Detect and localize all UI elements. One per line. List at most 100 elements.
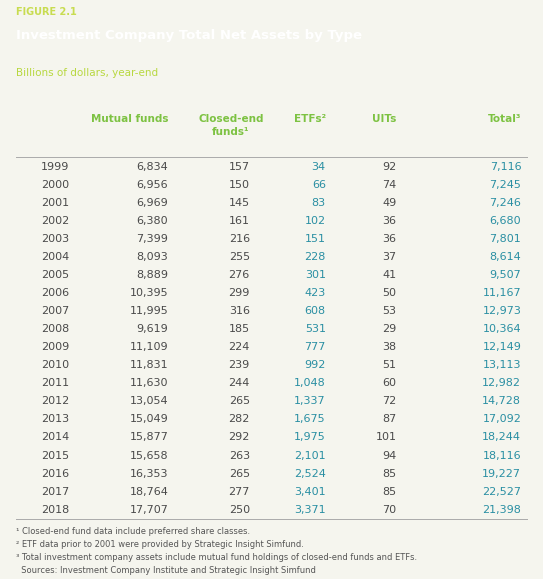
Text: 19,227: 19,227 — [482, 468, 521, 479]
Text: 18,244: 18,244 — [482, 433, 521, 442]
Text: 9,619: 9,619 — [137, 324, 168, 334]
Text: 228: 228 — [305, 252, 326, 262]
Text: 51: 51 — [382, 360, 396, 370]
Text: 157: 157 — [229, 162, 250, 171]
Text: 6,969: 6,969 — [137, 197, 168, 208]
Text: Investment Company Total Net Assets by Type: Investment Company Total Net Assets by T… — [16, 29, 362, 42]
Text: 7,116: 7,116 — [490, 162, 521, 171]
Text: 265: 265 — [229, 397, 250, 406]
Text: 70: 70 — [382, 505, 396, 515]
Text: 22,527: 22,527 — [482, 487, 521, 497]
Text: 21,398: 21,398 — [482, 505, 521, 515]
Text: 3,401: 3,401 — [294, 487, 326, 497]
Text: 13,054: 13,054 — [130, 397, 168, 406]
Text: 216: 216 — [229, 234, 250, 244]
Text: 11,831: 11,831 — [130, 360, 168, 370]
Text: Closed-end
funds¹: Closed-end funds¹ — [198, 114, 263, 137]
Text: 2006: 2006 — [41, 288, 69, 298]
Text: 145: 145 — [229, 197, 250, 208]
Text: 11,630: 11,630 — [130, 378, 168, 389]
Text: 1,675: 1,675 — [294, 415, 326, 424]
Text: 2003: 2003 — [41, 234, 69, 244]
Text: 8,614: 8,614 — [490, 252, 521, 262]
Text: 263: 263 — [229, 450, 250, 460]
Text: 777: 777 — [305, 342, 326, 352]
Text: 1,337: 1,337 — [294, 397, 326, 406]
Text: 161: 161 — [229, 216, 250, 226]
Text: 17,707: 17,707 — [129, 505, 168, 515]
Text: ETFs²: ETFs² — [294, 114, 326, 124]
Text: 531: 531 — [305, 324, 326, 334]
Text: 2010: 2010 — [41, 360, 69, 370]
Text: 49: 49 — [382, 197, 396, 208]
Text: 17,092: 17,092 — [482, 415, 521, 424]
Text: 2011: 2011 — [41, 378, 69, 389]
Text: 37: 37 — [382, 252, 396, 262]
Text: 2013: 2013 — [41, 415, 69, 424]
Text: 151: 151 — [305, 234, 326, 244]
Text: 2016: 2016 — [41, 468, 69, 479]
Text: ³ Total investment company assets include mutual fund holdings of closed-end fun: ³ Total investment company assets includ… — [16, 554, 418, 562]
Text: 244: 244 — [229, 378, 250, 389]
Text: 276: 276 — [229, 270, 250, 280]
Text: 150: 150 — [229, 179, 250, 189]
Text: 239: 239 — [229, 360, 250, 370]
Text: 83: 83 — [312, 197, 326, 208]
Text: 15,658: 15,658 — [130, 450, 168, 460]
Text: 13,113: 13,113 — [483, 360, 521, 370]
Text: 9,507: 9,507 — [490, 270, 521, 280]
Text: 2002: 2002 — [41, 216, 69, 226]
Text: 992: 992 — [305, 360, 326, 370]
Text: 18,116: 18,116 — [483, 450, 521, 460]
Text: 12,973: 12,973 — [482, 306, 521, 316]
Text: 11,995: 11,995 — [130, 306, 168, 316]
Text: 36: 36 — [382, 234, 396, 244]
Text: 34: 34 — [312, 162, 326, 171]
Text: 2,101: 2,101 — [294, 450, 326, 460]
Text: 6,680: 6,680 — [490, 216, 521, 226]
Text: 7,246: 7,246 — [489, 197, 521, 208]
Text: 185: 185 — [229, 324, 250, 334]
Text: 85: 85 — [382, 468, 396, 479]
Text: 12,982: 12,982 — [482, 378, 521, 389]
Text: 6,380: 6,380 — [137, 216, 168, 226]
Text: 2004: 2004 — [41, 252, 69, 262]
Text: 265: 265 — [229, 468, 250, 479]
Text: 608: 608 — [305, 306, 326, 316]
Text: 18,764: 18,764 — [129, 487, 168, 497]
Text: 1999: 1999 — [41, 162, 69, 171]
Text: 16,353: 16,353 — [130, 468, 168, 479]
Text: 2017: 2017 — [41, 487, 69, 497]
Text: FIGURE 2.1: FIGURE 2.1 — [16, 7, 77, 17]
Text: 10,395: 10,395 — [130, 288, 168, 298]
Text: 277: 277 — [229, 487, 250, 497]
Text: 2012: 2012 — [41, 397, 69, 406]
Text: Total³: Total³ — [488, 114, 521, 124]
Text: 12,149: 12,149 — [482, 342, 521, 352]
Text: 7,801: 7,801 — [490, 234, 521, 244]
Text: 11,167: 11,167 — [483, 288, 521, 298]
Text: 85: 85 — [382, 487, 396, 497]
Text: 301: 301 — [305, 270, 326, 280]
Text: 60: 60 — [382, 378, 396, 389]
Text: ¹ Closed-end fund data include preferred share classes.: ¹ Closed-end fund data include preferred… — [16, 527, 250, 537]
Text: Mutual funds: Mutual funds — [91, 114, 168, 124]
Text: 2007: 2007 — [41, 306, 69, 316]
Text: 6,956: 6,956 — [137, 179, 168, 189]
Text: 41: 41 — [382, 270, 396, 280]
Text: 8,889: 8,889 — [136, 270, 168, 280]
Text: 1,975: 1,975 — [294, 433, 326, 442]
Text: 38: 38 — [382, 342, 396, 352]
Text: 2018: 2018 — [41, 505, 69, 515]
Text: 101: 101 — [375, 433, 396, 442]
Text: 94: 94 — [382, 450, 396, 460]
Text: 2015: 2015 — [41, 450, 69, 460]
Text: 11,109: 11,109 — [130, 342, 168, 352]
Text: 8,093: 8,093 — [137, 252, 168, 262]
Text: 2008: 2008 — [41, 324, 69, 334]
Text: 255: 255 — [229, 252, 250, 262]
Text: 2000: 2000 — [41, 179, 69, 189]
Text: UITs: UITs — [372, 114, 396, 124]
Text: 224: 224 — [229, 342, 250, 352]
Text: 1,048: 1,048 — [294, 378, 326, 389]
